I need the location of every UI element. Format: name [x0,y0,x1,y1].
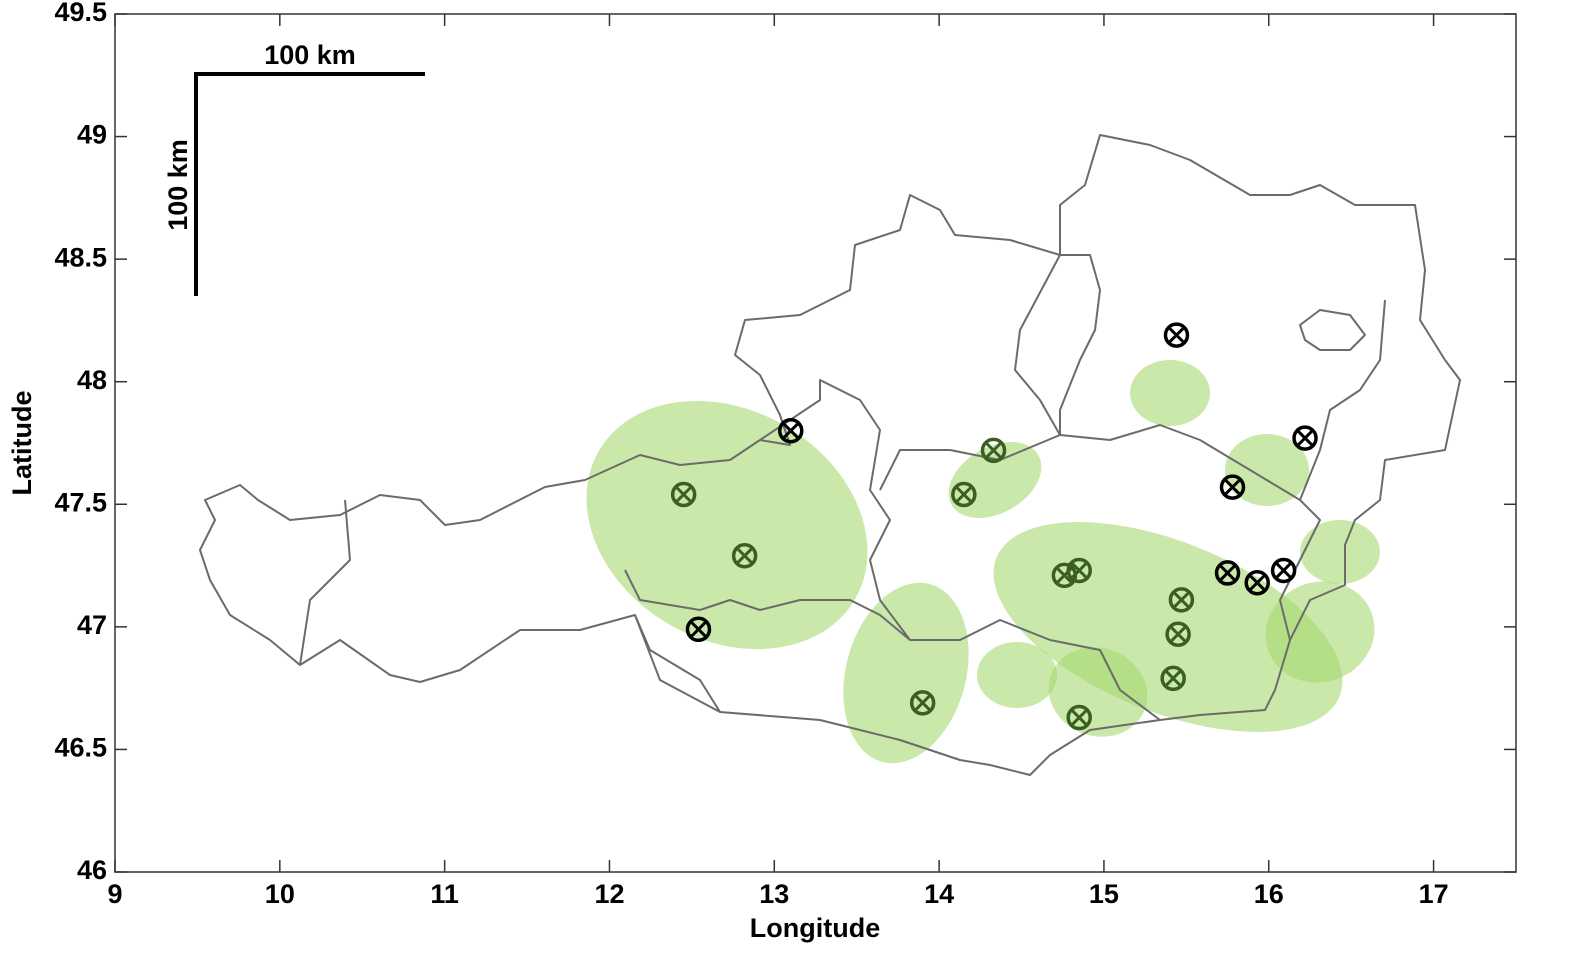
region [977,642,1057,708]
y-tick-label: 46.5 [54,733,107,763]
marker-circle [1066,557,1092,584]
station-marker [909,690,936,716]
station-marker [1066,704,1092,731]
marker-circle [1168,587,1195,613]
x-tick-label: 15 [1089,879,1119,909]
x-tick-label: 10 [265,879,295,909]
marker-circle [685,616,712,643]
marker-cross [955,485,973,504]
y-tick-label: 46 [77,855,107,885]
marker-cross [689,620,708,638]
station-marker [1165,621,1191,647]
x-axis-label: Longitude [750,913,880,943]
marker-circle [778,417,804,444]
region [1130,360,1210,426]
station-marker [1270,557,1297,584]
marker-cross [984,441,1003,459]
scale-bar: 100 km 100 km [163,40,425,296]
marker-circle [909,690,936,716]
marker-circle [1066,704,1092,731]
state-border [1059,254,1101,435]
marker-circle [1165,621,1191,647]
station-marker [1244,569,1270,596]
marker-circle [980,437,1007,464]
station-marker [731,543,758,569]
regions [586,360,1380,764]
state-border [759,379,1161,721]
y-tick-label: 47 [77,610,107,640]
y-axis-label: Latitude [7,391,37,496]
marker-cross [914,694,932,712]
state-border [299,499,351,666]
marker-cross [1070,709,1088,727]
marker-cross [1275,561,1293,580]
x-tick-label: 14 [924,879,954,909]
borders [199,134,1461,776]
marker-cross [1169,625,1187,643]
marker-cross [1070,561,1088,580]
station-marker [1219,474,1246,500]
x-tick-label: 9 [107,879,122,909]
region [843,582,969,764]
state-border [1299,299,1386,501]
plot-frame [114,13,1517,873]
x-tick-label: 16 [1254,879,1284,909]
region [1225,434,1309,506]
y-tick-label: 47.5 [54,487,107,517]
y-tick-label: 48.5 [54,242,107,272]
marker-cross [1172,591,1190,609]
marker-cross [736,547,754,565]
marker-cross [1223,478,1242,496]
region [586,400,868,650]
marker-cross [1167,326,1186,344]
marker-circle [1163,322,1190,348]
marker-circle [951,481,977,508]
marker-cross [1296,429,1314,447]
station-marker [685,616,712,643]
marker-circle [1270,557,1297,584]
station-marker [778,417,804,444]
station-marker [1168,587,1195,613]
marker-circle [1214,560,1241,586]
marker-cross [1164,669,1182,687]
y-tick-label: 49.5 [54,0,107,27]
station-marker [1066,557,1092,584]
marker-circle [731,543,758,569]
state-border [634,614,721,713]
station-marker [670,481,697,508]
x-tick-label: 12 [594,879,624,909]
scale-bar-label: 100 km [264,40,356,70]
scale-bar-label: 100 km [163,139,193,231]
region [1265,581,1375,683]
x-tick-label: 17 [1419,879,1449,909]
marker-cross [675,485,693,504]
marker-circle [1160,665,1186,692]
station-marker [1160,665,1186,692]
y-tick-label: 49 [77,120,107,150]
marker-circle [1292,425,1318,451]
station-marker [951,481,977,508]
region [948,442,1042,518]
state-border [624,569,911,641]
marker-circle [670,481,697,508]
marker-circle [1244,569,1270,596]
station-marker [1214,560,1241,586]
marker-cross [782,422,800,440]
station-marker [1163,322,1190,348]
city-border [1299,309,1366,351]
station-marker [1292,425,1318,451]
x-tick-label: 13 [759,879,789,909]
x-tick-label: 11 [430,879,459,909]
state-border [879,424,1321,641]
marker-circle [1219,474,1246,500]
state-border [1014,254,1061,436]
region [1300,520,1380,584]
station-marker [980,437,1007,464]
marker-cross [1248,574,1266,592]
marker-cross [1219,564,1237,582]
y-tick-label: 48 [77,365,107,395]
